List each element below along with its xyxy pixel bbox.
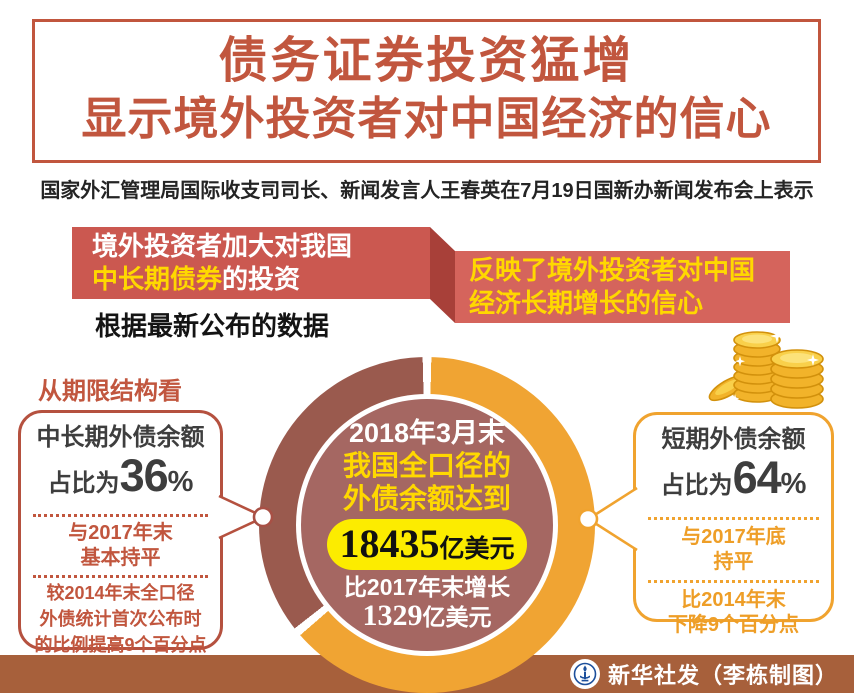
card-right-ratio: 占比为64% xyxy=(636,455,831,512)
card-left-note1-line1: 与2017年末 xyxy=(68,522,173,544)
footer-credit-block: 新华社发（李栋制图） xyxy=(569,655,838,693)
card-right-title: 短期外债余额 xyxy=(661,426,806,453)
card-right-note1-line2: 持平 xyxy=(713,551,754,573)
banner-left-rest: 的投资 xyxy=(222,264,301,294)
page-title-line2: 显示境外投资者对中国经济的信心 xyxy=(81,93,772,144)
center-date: 2018年3月末 xyxy=(348,418,506,448)
card-left-ratio-value: 36 xyxy=(119,450,169,501)
banner-right: 反映了境外投资者对中国 经济长期增长的信心 xyxy=(455,251,790,323)
card-right-note2-line1: 比2014年末 xyxy=(681,589,786,611)
banner-left-line1: 境外投资者加大对我国 xyxy=(92,231,353,261)
banner-right-line2: 经济长期增长的信心 xyxy=(469,288,704,318)
xinhua-emblem-icon xyxy=(569,659,600,689)
amount-unit: 亿美元 xyxy=(439,535,515,563)
card-left-ratio-unit: % xyxy=(167,466,194,498)
subtitle: 国家外汇管理局国际收支司司长、新闻发言人王春英在7月19日国新办新闻发布会上表示 xyxy=(40,180,814,202)
card-left-title: 中长期外债余额 xyxy=(36,424,205,451)
data-note: 根据最新公布的数据 xyxy=(95,311,330,341)
card-right-ratio-value: 64 xyxy=(732,452,782,503)
card-right-ratio-label: 占比为 xyxy=(660,472,733,499)
gold-coins-icon xyxy=(708,329,824,409)
dotted-divider xyxy=(33,575,208,578)
change-unit: 亿美元 xyxy=(422,604,492,630)
amount-value: 18435 xyxy=(339,521,440,566)
footer-credit: 新华社发（李栋制图） xyxy=(607,663,838,688)
card-short-term: 短期外债余额 占比为64% 与2017年底 持平 比2014年末 下降9个百分点 xyxy=(633,412,834,636)
banner-left-line2: 中长期债券的投资 xyxy=(92,263,430,296)
banner-fold-ribbon xyxy=(430,227,455,323)
banner-left-highlight: 中长期债券 xyxy=(92,264,223,294)
amount-pill: 18435亿美元 xyxy=(327,519,527,570)
card-left-ratio: 占比为36% xyxy=(21,453,220,510)
card-left-note2-line1: 较2014年末全口径 xyxy=(46,583,195,603)
donut-center: 2018年3月末 我国全口径的 外债余额达到 18435亿美元 比2017年末增… xyxy=(301,399,553,651)
dotted-divider xyxy=(648,580,819,583)
banner-right-line1: 反映了境外投资者对中国 xyxy=(469,255,756,285)
card-right-note1-line1: 与2017年底 xyxy=(681,526,786,548)
page-title-line1: 债务证券投资猛增 xyxy=(218,34,635,88)
change-line: 1329亿美元 xyxy=(301,601,553,632)
card-right-note2-line2: 下降9个百分点 xyxy=(667,614,800,636)
card-left-note2-line2: 外债统计首次公布时 xyxy=(39,609,202,629)
banner-left: 境外投资者加大对我国 中长期债券的投资 xyxy=(72,227,430,299)
center-desc-line2: 外债余额达到 xyxy=(342,483,511,514)
title-box: 债务证券投资猛增 显示境外投资者对中国经济的信心 xyxy=(32,19,821,163)
card-right-ratio-unit: % xyxy=(780,468,807,500)
dotted-divider xyxy=(33,514,208,517)
section-label: 从期限结构看 xyxy=(38,378,182,405)
card-left-note2-line3: 的比例提高9个百分点 xyxy=(34,635,207,655)
change-label: 比2017年末增长 xyxy=(343,574,511,600)
card-left-note1-line2: 基本持平 xyxy=(80,547,161,569)
dotted-divider xyxy=(648,517,819,520)
card-left-ratio-label: 占比为 xyxy=(47,470,120,497)
center-desc-line1: 我国全口径的 xyxy=(342,450,511,481)
card-medium-long-term: 中长期外债余额 占比为36% 与2017年末 基本持平 较2014年末全口径 外… xyxy=(18,410,223,655)
change-value: 1329 xyxy=(362,599,423,632)
